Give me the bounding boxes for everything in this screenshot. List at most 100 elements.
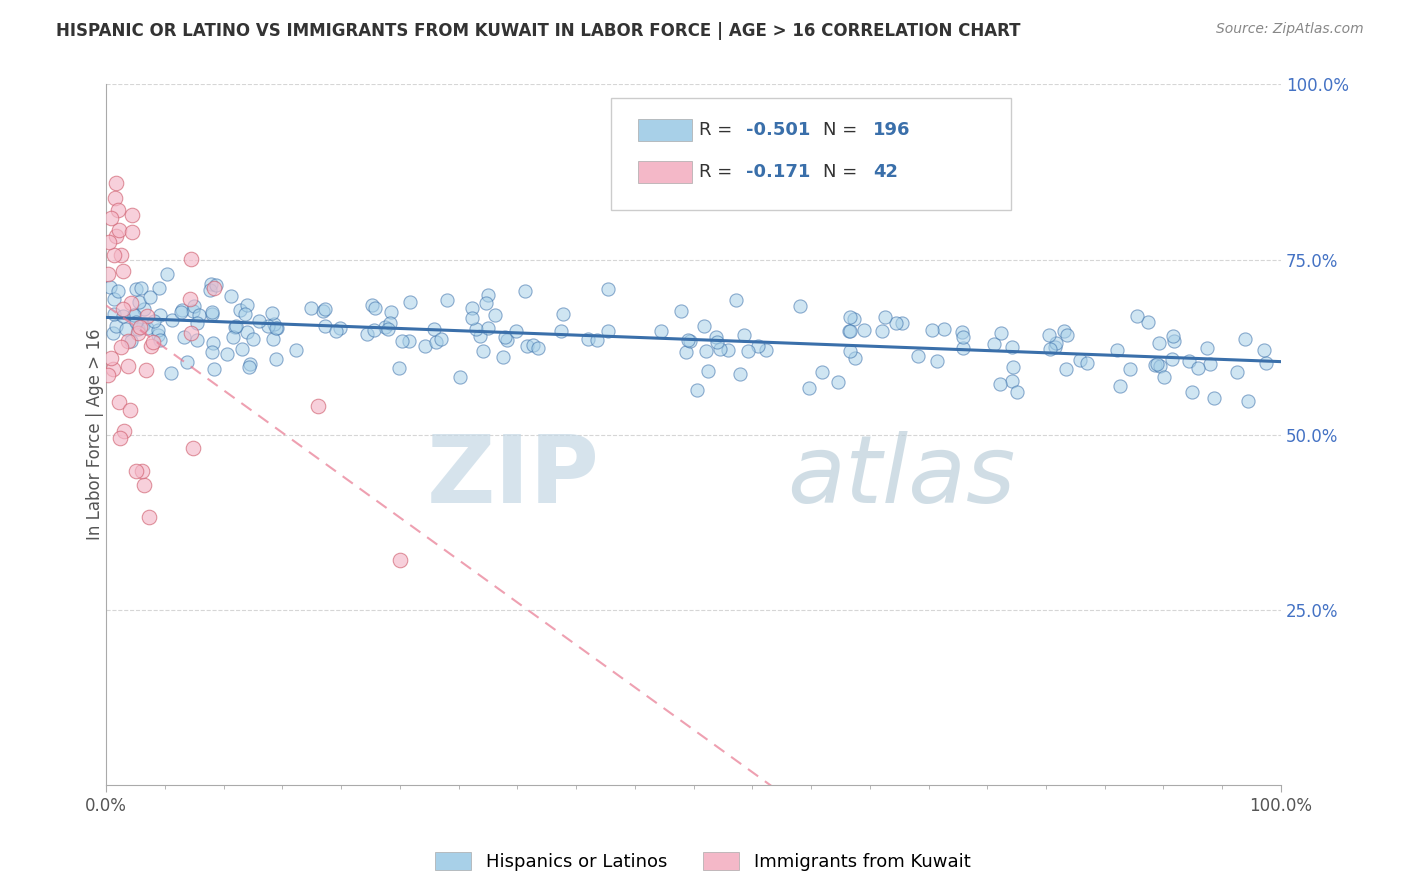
Point: [505, 324, 527, 338]
Point: [1053, 324, 1076, 338]
Point: [1254, 356, 1277, 370]
Point: [1161, 352, 1184, 367]
Point: [112, 264, 135, 278]
Point: [1199, 357, 1222, 371]
Point: [183, 299, 205, 313]
Point: [398, 334, 420, 348]
Point: [100, 351, 122, 365]
Point: [692, 319, 714, 334]
Point: [200, 277, 222, 291]
Point: [239, 358, 262, 372]
Point: [108, 223, 131, 237]
Point: [1043, 340, 1066, 354]
Text: Source: ZipAtlas.com: Source: ZipAtlas.com: [1216, 22, 1364, 37]
Point: [138, 510, 160, 524]
Point: [215, 347, 238, 361]
Point: [724, 293, 747, 308]
Point: [598, 324, 620, 338]
Point: [179, 293, 201, 307]
Point: [811, 366, 834, 380]
Point: [747, 339, 769, 353]
Point: [755, 343, 778, 357]
Text: 196: 196: [873, 121, 911, 139]
Point: [103, 292, 125, 306]
Text: -0.171: -0.171: [747, 163, 811, 181]
Point: [870, 324, 893, 338]
Point: [146, 323, 169, 337]
Point: [134, 478, 156, 492]
Text: -0.501: -0.501: [747, 121, 811, 139]
Point: [484, 308, 506, 322]
Point: [925, 353, 948, 368]
Point: [125, 315, 148, 329]
Point: [449, 369, 471, 384]
Point: [704, 330, 727, 344]
Point: [363, 322, 385, 336]
Point: [1178, 354, 1201, 368]
Point: [1163, 334, 1185, 348]
Point: [391, 334, 413, 348]
Point: [950, 325, 973, 339]
Point: [475, 296, 498, 310]
Point: [952, 341, 974, 355]
Point: [1054, 362, 1077, 376]
Point: [107, 285, 129, 299]
Point: [110, 431, 132, 445]
Point: [709, 343, 731, 357]
Point: [1181, 384, 1204, 399]
Point: [430, 332, 453, 346]
Point: [103, 307, 125, 321]
Point: [114, 322, 136, 336]
Point: [839, 343, 862, 358]
Point: [97, 368, 120, 382]
Point: [477, 287, 499, 301]
Point: [515, 284, 537, 298]
Point: [325, 324, 347, 338]
Point: [266, 321, 288, 335]
Point: [733, 328, 755, 343]
Point: [247, 314, 270, 328]
Point: [107, 202, 129, 217]
Point: [990, 326, 1012, 341]
Point: [797, 381, 820, 395]
Point: [222, 330, 245, 344]
Point: [1143, 359, 1166, 373]
Text: R =: R =: [699, 121, 738, 139]
Point: [585, 333, 607, 347]
Point: [873, 310, 896, 325]
Point: [789, 299, 811, 313]
Point: [1109, 378, 1132, 392]
Point: [160, 313, 183, 327]
Point: [307, 399, 329, 413]
Point: [228, 302, 250, 317]
Point: [110, 340, 132, 354]
Point: [477, 320, 499, 334]
Point: [138, 290, 160, 304]
Point: [204, 278, 226, 293]
Point: [1234, 332, 1257, 346]
Point: [201, 305, 224, 319]
Point: [125, 282, 148, 296]
Point: [121, 225, 143, 239]
Point: [127, 326, 149, 340]
Point: [97, 268, 120, 282]
Point: [105, 228, 128, 243]
Point: [225, 319, 247, 334]
Text: atlas: atlas: [787, 431, 1015, 522]
Point: [202, 361, 225, 376]
Point: [516, 339, 538, 353]
Point: [105, 318, 128, 333]
Point: [187, 308, 209, 322]
Point: [266, 321, 288, 335]
Point: [299, 301, 322, 316]
Point: [329, 321, 352, 335]
Point: [120, 334, 142, 349]
Point: [1147, 335, 1170, 350]
Point: [425, 334, 447, 349]
Point: [522, 338, 544, 352]
Point: [1069, 352, 1091, 367]
Point: [1076, 356, 1098, 370]
Text: R =: R =: [699, 163, 738, 181]
Text: HISPANIC OR LATINO VS IMMIGRANTS FROM KUWAIT IN LABOR FORCE | AGE > 16 CORRELATI: HISPANIC OR LATINO VS IMMIGRANTS FROM KU…: [56, 22, 1021, 40]
Point: [468, 328, 491, 343]
